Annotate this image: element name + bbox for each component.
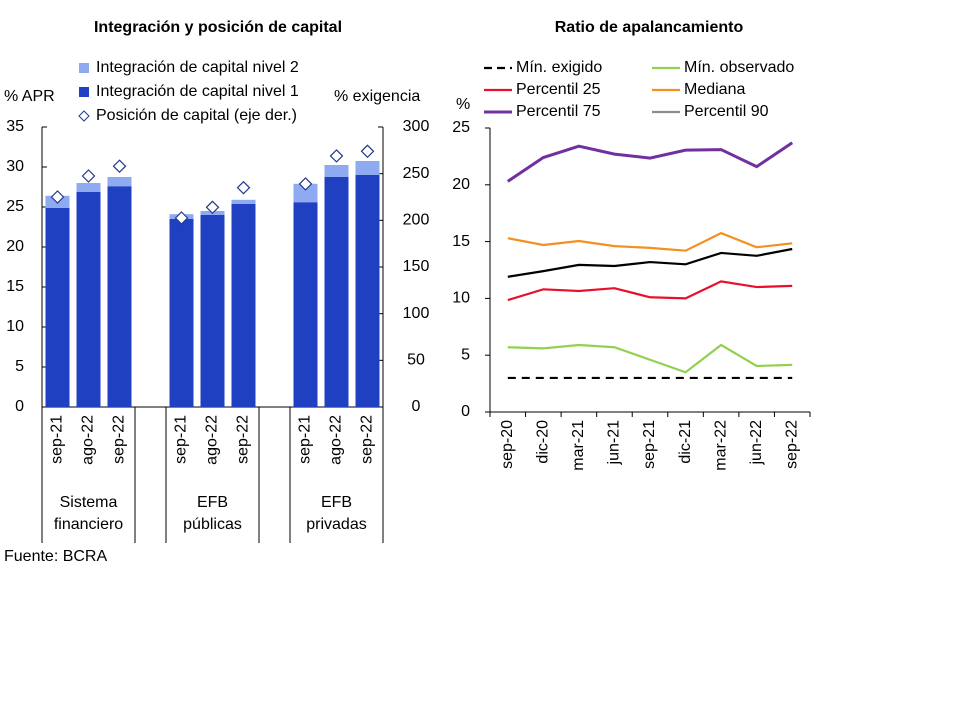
- y2-tick-label: 100: [403, 305, 430, 322]
- series-line: [507, 231, 793, 252]
- x-tick-label: jun-21: [606, 420, 623, 466]
- series-line: [507, 280, 793, 302]
- y-tick-label: 5: [461, 346, 470, 363]
- bar: [107, 177, 132, 187]
- legend-label: Mediana: [684, 81, 745, 98]
- bar: [169, 219, 194, 407]
- x-tick-label: ago-22: [204, 415, 221, 465]
- y-axis-label: %: [456, 96, 470, 113]
- y-tick-label: 5: [15, 358, 24, 375]
- bar: [293, 183, 318, 203]
- x-tick-label: jun-22: [748, 420, 765, 466]
- bar: [231, 199, 256, 204]
- source: Fuente: BCRA: [4, 548, 108, 565]
- diamond-marker: [50, 190, 65, 204]
- diamond-marker: [112, 159, 127, 174]
- y2-tick-label: 200: [403, 212, 430, 229]
- x-tick-label: sep-22: [359, 415, 376, 464]
- x-tick-label: mar-21: [570, 420, 587, 471]
- y-tick-label: 25: [6, 198, 24, 215]
- x-tick-label: ago-22: [328, 415, 345, 465]
- x-tick-label: dic-21: [677, 420, 694, 464]
- y2-tick-label: 250: [403, 165, 430, 182]
- bar: [107, 186, 132, 407]
- bar: [324, 165, 349, 177]
- legend-swatch: [79, 87, 89, 97]
- y-tick-label: 10: [452, 290, 470, 307]
- x-tick-label: sep-21: [173, 415, 190, 464]
- legend-label: Integración de capital nivel 2: [96, 59, 299, 76]
- x-tick-label: dic-20: [535, 420, 552, 464]
- series-line: [507, 247, 793, 278]
- y-tick-label: 20: [452, 176, 470, 193]
- diamond-marker: [174, 211, 189, 225]
- legend-swatch: [79, 63, 89, 73]
- bar: [293, 202, 318, 407]
- y-tick-label: 35: [6, 118, 24, 135]
- chart-title: Integración y posición de capital: [94, 19, 342, 36]
- y-tick-label: 0: [461, 403, 470, 420]
- y-tick-label: 10: [6, 318, 24, 335]
- diamond-marker: [236, 180, 251, 195]
- bar: [355, 161, 380, 175]
- series-line: [506, 141, 794, 183]
- x-tick-label: sep-22: [783, 420, 800, 469]
- x-tick-label: ago-22: [80, 415, 97, 465]
- diamond-marker: [360, 144, 375, 159]
- y-tick-label: 0: [15, 398, 24, 415]
- y2-tick-label: 150: [403, 258, 430, 275]
- diamond-marker: [81, 169, 96, 183]
- y2-axis-label: % exigencia: [334, 88, 420, 105]
- series-line: [507, 343, 793, 374]
- x-tick-label: sep-22: [111, 415, 128, 464]
- diamond-marker: [205, 200, 220, 215]
- legend-label: Mín. observado: [684, 59, 794, 76]
- y2-tick-label: 0: [412, 398, 421, 415]
- y-tick-label: 20: [6, 238, 24, 255]
- chart-title: Ratio de apalancamiento: [555, 19, 744, 36]
- legend-label: Percentil 90: [684, 103, 769, 120]
- x-tick-label: sep-21: [297, 415, 314, 464]
- x-tick-label: mar-22: [712, 420, 729, 471]
- bar: [45, 207, 70, 407]
- y2-tick-label: 300: [403, 118, 430, 135]
- x-tick-label: sep-21: [641, 420, 658, 469]
- legend-label: Posición de capital (eje der.): [96, 107, 297, 124]
- legend-label: Mín. exigido: [516, 59, 602, 76]
- group-label: Sistema financiero: [53, 494, 124, 533]
- bar: [76, 183, 101, 192]
- legend-label: Integración de capital nivel 1: [96, 83, 299, 100]
- y-tick-label: 30: [6, 158, 24, 175]
- y2-tick-label: 50: [407, 352, 425, 369]
- legend-label: Percentil 75: [516, 103, 601, 120]
- bar: [231, 203, 256, 407]
- bar: [200, 215, 225, 407]
- bar: [355, 175, 380, 407]
- diamond-marker: [298, 177, 313, 191]
- bar: [324, 177, 349, 407]
- bar: [76, 191, 101, 407]
- diamond-marker: [329, 149, 344, 163]
- x-tick-label: sep-22: [235, 415, 252, 464]
- group-label: EFB privadas: [306, 494, 367, 533]
- y-axis-label: % APR: [4, 88, 55, 105]
- x-tick-label: sep-21: [49, 415, 66, 464]
- legend-label: Percentil 25: [516, 81, 601, 98]
- legend-marker: [78, 110, 90, 122]
- y-tick-label: 25: [452, 119, 470, 136]
- group-label: EFB públicas: [183, 494, 242, 533]
- x-tick-label: sep-20: [499, 420, 516, 469]
- y-tick-label: 15: [452, 233, 470, 250]
- y-tick-label: 15: [6, 278, 24, 295]
